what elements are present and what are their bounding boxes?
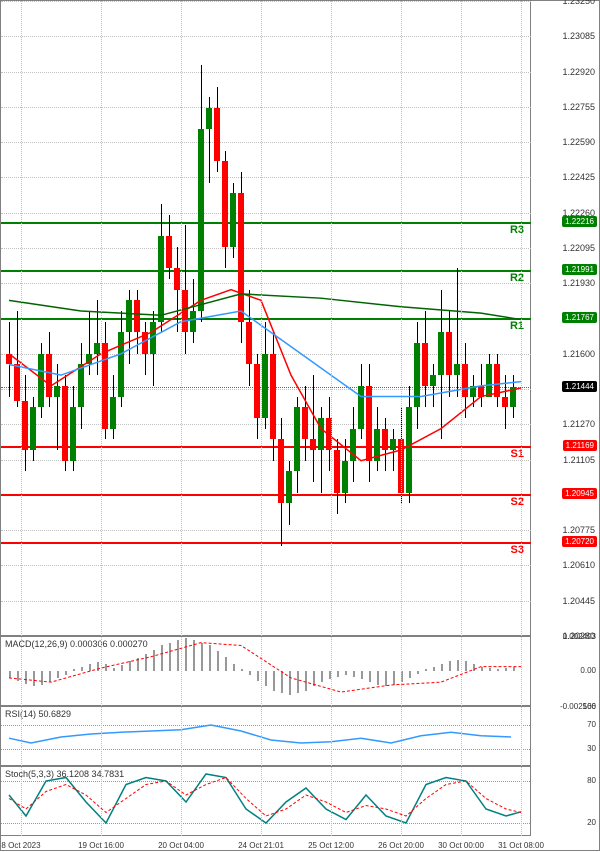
y-tick-label: 1.22095 [562,243,595,253]
y-tick-label: 1.23085 [562,31,595,41]
y-tick-label: 1.21105 [563,455,595,465]
sr-price-s2: 1.20945 [562,488,597,499]
ma-overlay [1,1,531,636]
main-price-chart[interactable]: R3R2R1S1S2S3 [1,1,531,636]
chart-container: R3R2R1S1S2S3 1.23250 1.23085 1.22920 1.2275… [0,0,600,851]
sr-price-r3: 1.22216 [562,216,597,227]
x-tick-label: 8 Oct 2023 [1,841,40,850]
y-tick-label: 1.20610 [562,560,595,570]
x-tick-label: 26 Oct 20:00 [378,841,424,850]
rsi-panel[interactable]: RSI(14) 50.68291007030 [1,706,531,766]
x-tick-label: 20 Oct 04:00 [158,841,204,850]
price-y-axis: 1.23250 1.23085 1.22920 1.22755 1.22590 1.224… [529,1,599,636]
stoch-panel[interactable]: Stoch(5,3,3) 36.1208 34.78318020 [1,766,531,836]
time-x-axis: 8 Oct 2023 19 Oct 16:00 20 Oct 04:00 24 Oct… [1,836,531,852]
y-tick-label: 1.22920 [562,67,595,77]
y-tick-label: 1.22755 [562,102,595,112]
y-tick-label: 1.21270 [562,419,595,429]
y-tick-label: 1.22590 [562,137,595,147]
y-tick-label: 1.20445 [562,596,595,606]
current-price-label: 1.21444 [562,381,597,392]
y-tick-label: 1.21600 [562,349,595,359]
y-tick-label: 1.21930 [562,278,595,288]
x-tick-label: 19 Oct 16:00 [78,841,124,850]
sr-price-s3: 1.20720 [562,536,597,547]
sr-price-r1: 1.21767 [562,312,597,323]
y-tick-label: 1.22425 [562,172,595,182]
x-tick-label: 31 Oct 08:00 [498,841,544,850]
x-tick-label: 25 Oct 12:00 [308,841,354,850]
sr-price-r2: 1.21991 [562,264,597,275]
ma-line-MA-mid [9,311,521,397]
y-tick-label: 1.23250 [562,0,595,6]
macd-panel[interactable]: MACD(12,26,9) 0.000306 0.0002700.0024030… [1,636,531,706]
x-tick-label: 24 Oct 21:01 [238,841,284,850]
ma-line-MA-slow [9,294,521,320]
y-tick-label: 1.20775 [562,525,595,535]
ma-line-MA-fast [9,290,521,461]
x-tick-label: 30 Oct 00:00 [438,841,484,850]
sr-price-s1: 1.21169 [563,440,597,451]
